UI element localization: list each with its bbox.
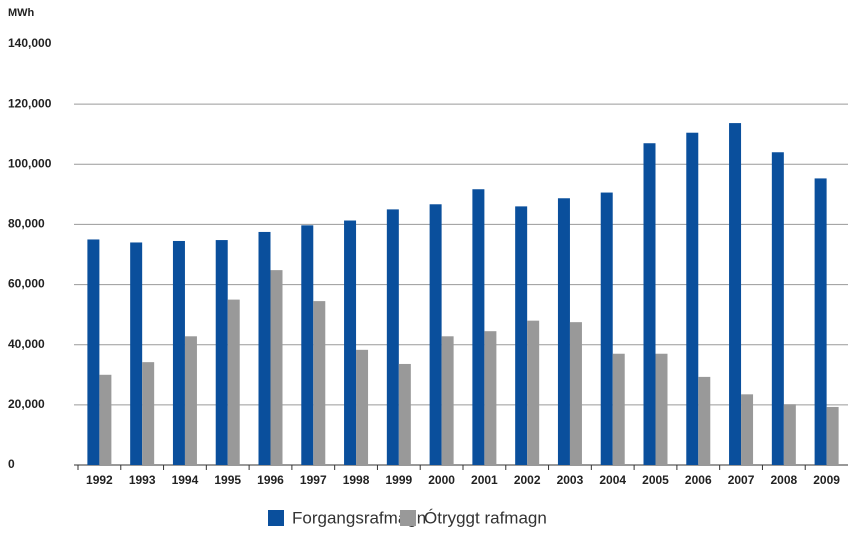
bar xyxy=(441,336,454,465)
bar xyxy=(655,353,668,465)
x-tick-label: 1999 xyxy=(385,473,412,487)
bar xyxy=(783,404,796,465)
bar xyxy=(313,301,326,465)
bar xyxy=(729,123,742,465)
y-tick-label: 20,000 xyxy=(8,397,45,411)
bar xyxy=(227,299,240,465)
bar xyxy=(270,270,283,465)
y-tick-label: 140,000 xyxy=(8,36,52,50)
y-tick-label: 100,000 xyxy=(8,156,52,170)
bar xyxy=(398,363,411,465)
bar xyxy=(826,406,839,465)
x-tick-label: 2008 xyxy=(770,473,797,487)
bar xyxy=(698,376,711,465)
x-tick-label: 2003 xyxy=(557,473,584,487)
bar xyxy=(258,231,271,465)
y-tick-label: 80,000 xyxy=(8,217,45,231)
bar xyxy=(356,349,369,465)
legend-label: Ótryggt rafmagn xyxy=(424,508,547,527)
bar xyxy=(643,143,656,465)
x-tick-label: 1993 xyxy=(129,473,156,487)
bar xyxy=(142,362,155,465)
y-tick-label: 120,000 xyxy=(8,96,52,110)
x-tick-label: 1994 xyxy=(172,473,199,487)
x-tick-label: 2000 xyxy=(428,473,455,487)
y-axis-label: MWh xyxy=(8,7,35,19)
bar xyxy=(515,206,528,465)
y-tick-label: 60,000 xyxy=(8,277,45,291)
bar xyxy=(484,331,497,465)
bar xyxy=(344,220,357,465)
legend-swatch xyxy=(268,510,284,526)
x-tick-label: 2006 xyxy=(685,473,712,487)
legend-label: Forgangsrafmagn xyxy=(292,508,426,527)
bar xyxy=(771,152,784,465)
bar xyxy=(557,198,570,466)
x-tick-label: 1998 xyxy=(343,473,370,487)
bar xyxy=(429,204,442,466)
bar xyxy=(301,225,314,465)
x-tick-label: 1996 xyxy=(257,473,284,487)
bar xyxy=(741,394,754,465)
bar xyxy=(172,240,185,465)
x-tick-label: 2001 xyxy=(471,473,498,487)
bar xyxy=(87,239,100,465)
x-tick-label: 2004 xyxy=(599,473,626,487)
x-tick-label: 1997 xyxy=(300,473,327,487)
bar xyxy=(472,189,485,465)
bar xyxy=(215,240,228,465)
bar xyxy=(527,320,540,465)
x-tick-label: 2009 xyxy=(813,473,840,487)
x-tick-label: 1992 xyxy=(86,473,113,487)
legend-swatch xyxy=(400,510,416,526)
y-tick-label: 40,000 xyxy=(8,337,45,351)
x-tick-label: 2007 xyxy=(728,473,755,487)
x-tick-label: 2002 xyxy=(514,473,541,487)
x-tick-label: 2005 xyxy=(642,473,669,487)
bar xyxy=(612,353,625,465)
bar xyxy=(99,374,112,465)
y-tick-label: 0 xyxy=(8,457,15,471)
bar xyxy=(686,132,699,466)
bar xyxy=(600,192,613,465)
bar xyxy=(814,178,827,465)
bar xyxy=(184,336,197,465)
x-tick-label: 1995 xyxy=(214,473,241,487)
bar xyxy=(386,209,399,465)
bar xyxy=(569,322,582,465)
bar xyxy=(130,242,143,465)
